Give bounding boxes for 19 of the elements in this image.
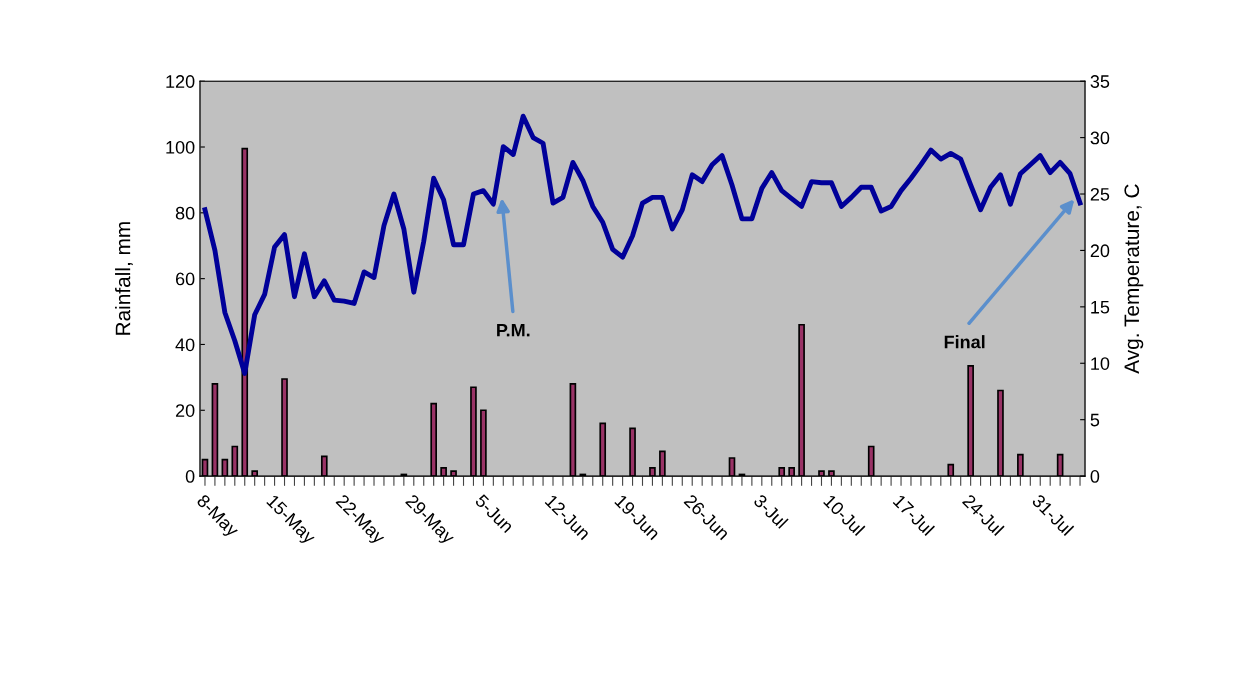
y-tick-label: 80 <box>175 206 195 220</box>
y-tick-label: 40 <box>175 338 195 352</box>
y-tick-label: 0 <box>185 470 195 483</box>
annotation: P.M. <box>497 323 530 337</box>
y2-tick-label: 5 <box>1090 413 1100 427</box>
y-axis-title: Rainfall, mm <box>115 222 133 335</box>
y2-tick-label: 0 <box>1090 470 1100 483</box>
y2-tick-label: 20 <box>1090 244 1110 258</box>
y2-tick-label: 15 <box>1091 300 1110 314</box>
y-tick-label: 60 <box>175 272 195 286</box>
y2-tick-label: 35 <box>1090 75 1110 88</box>
y-tick-label: 120 <box>166 75 195 88</box>
y-tick-label: 100 <box>166 140 195 154</box>
y2-tick-label: 10 <box>1091 357 1110 370</box>
y2-tick-label: 25 <box>1090 187 1110 201</box>
y2-tick-label: 30 <box>1090 131 1110 145</box>
annotation: Final <box>944 335 985 349</box>
y2-axis-title: Avg. Temperature, C <box>1124 184 1144 374</box>
y-tick-label: 20 <box>175 404 195 417</box>
